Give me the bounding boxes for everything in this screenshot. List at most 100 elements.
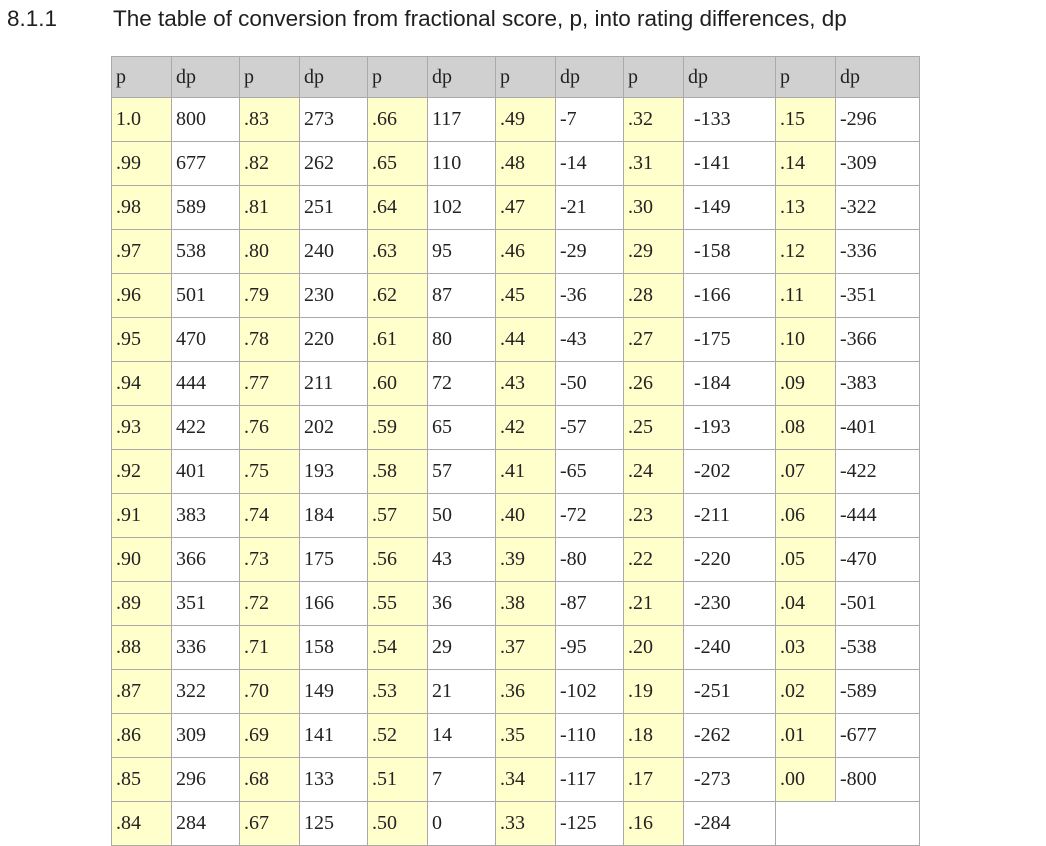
p-cell: .69 [239,713,300,758]
p-cell: .87 [111,669,172,714]
dp-cell: 589 [171,185,240,230]
dp-cell: 14 [427,713,496,758]
dp-cell: -36 [555,273,624,318]
p-cell: .74 [239,493,300,538]
p-cell: .57 [367,493,428,538]
p-cell: .05 [775,537,836,582]
p-cell: .97 [111,229,172,274]
table-row: .99 677.82 262.65 110.48 -14.31 -141.14 -309 [111,141,920,186]
p-cell: .56 [367,537,428,582]
p-cell: .55 [367,581,428,626]
p-cell: .54 [367,625,428,670]
dp-cell: 141 [299,713,368,758]
dp-cell: -202 [683,449,776,494]
table-row: .84 284.67 125.50 0.33 -125.16 -284 [111,801,920,846]
dp-cell: 422 [171,405,240,450]
dp-cell: 65 [427,405,496,450]
p-cell: .44 [495,317,556,362]
dp-cell: 251 [299,185,368,230]
p-cell: .30 [623,185,684,230]
dp-cell: 72 [427,361,496,406]
dp-cell: 184 [299,493,368,538]
table-row: .96 501.79 230.62 87.45 -36.28 -166.11 -351 [111,273,920,318]
p-cell: .28 [623,273,684,318]
dp-cell: -133 [683,97,776,142]
p-cell: .11 [775,273,836,318]
p-cell: .20 [623,625,684,670]
dp-cell: -538 [835,625,920,670]
p-cell: .07 [775,449,836,494]
p-cell: .58 [367,449,428,494]
dp-cell: -211 [683,493,776,538]
p-cell: .13 [775,185,836,230]
dp-cell: 133 [299,757,368,802]
dp-cell: 273 [299,97,368,142]
dp-cell: 193 [299,449,368,494]
dp-cell: -43 [555,317,624,362]
dp-cell: 351 [171,581,240,626]
p-cell: .95 [111,317,172,362]
p-cell: .24 [623,449,684,494]
p-cell: .18 [623,713,684,758]
p-cell: .23 [623,493,684,538]
dp-cell: -102 [555,669,624,714]
p-cell: .03 [775,625,836,670]
dp-cell: 211 [299,361,368,406]
dp-cell: -65 [555,449,624,494]
dp-cell: 57 [427,449,496,494]
p-cell: .75 [239,449,300,494]
p-cell: .99 [111,141,172,186]
p-cell: .72 [239,581,300,626]
dp-cell: -110 [555,713,624,758]
p-cell: .43 [495,361,556,406]
dp-cell: -366 [835,317,920,362]
dp-cell: -117 [555,757,624,802]
dp-cell: -125 [555,801,624,846]
dp-cell: 284 [171,801,240,846]
conversion-table: p dp p dp p dp p dp p dp p dp 1.0 800.83 273.66 117.49… [111,56,920,846]
dp-cell: 470 [171,317,240,362]
p-cell: .70 [239,669,300,714]
dp-cell: 29 [427,625,496,670]
header-p: p [775,56,836,98]
p-cell: .40 [495,493,556,538]
p-cell: .12 [775,229,836,274]
dp-cell: -166 [683,273,776,318]
dp-cell: 149 [299,669,368,714]
p-cell: .36 [495,669,556,714]
p-cell: .77 [239,361,300,406]
dp-cell: 202 [299,405,368,450]
dp-cell: 110 [427,141,496,186]
p-cell: .32 [623,97,684,142]
p-cell: .27 [623,317,684,362]
p-cell: .96 [111,273,172,318]
dp-cell: -800 [835,757,920,802]
p-cell: .08 [775,405,836,450]
p-cell: .45 [495,273,556,318]
p-cell: .48 [495,141,556,186]
p-cell: .94 [111,361,172,406]
dp-cell: -21 [555,185,624,230]
dp-cell: 383 [171,493,240,538]
p-cell: .09 [775,361,836,406]
dp-cell: 240 [299,229,368,274]
table-row: .98 589.81 251.64 102.47 -21.30 -149.13 -322 [111,185,920,230]
p-cell: .91 [111,493,172,538]
p-cell: .21 [623,581,684,626]
dp-cell: 322 [171,669,240,714]
p-cell: .64 [367,185,428,230]
dp-cell: -470 [835,537,920,582]
table-row: 1.0 800.83 273.66 117.49 -7.32 -133.15 -296 [111,97,920,142]
dp-cell: 501 [171,273,240,318]
p-cell: .61 [367,317,428,362]
p-cell: .31 [623,141,684,186]
p-cell: .04 [775,581,836,626]
dp-cell: -422 [835,449,920,494]
p-cell: .53 [367,669,428,714]
p-cell: .73 [239,537,300,582]
section-number: 8.1.1 [7,6,58,31]
p-cell: .19 [623,669,684,714]
dp-cell: 336 [171,625,240,670]
p-cell: .80 [239,229,300,274]
dp-cell: -193 [683,405,776,450]
